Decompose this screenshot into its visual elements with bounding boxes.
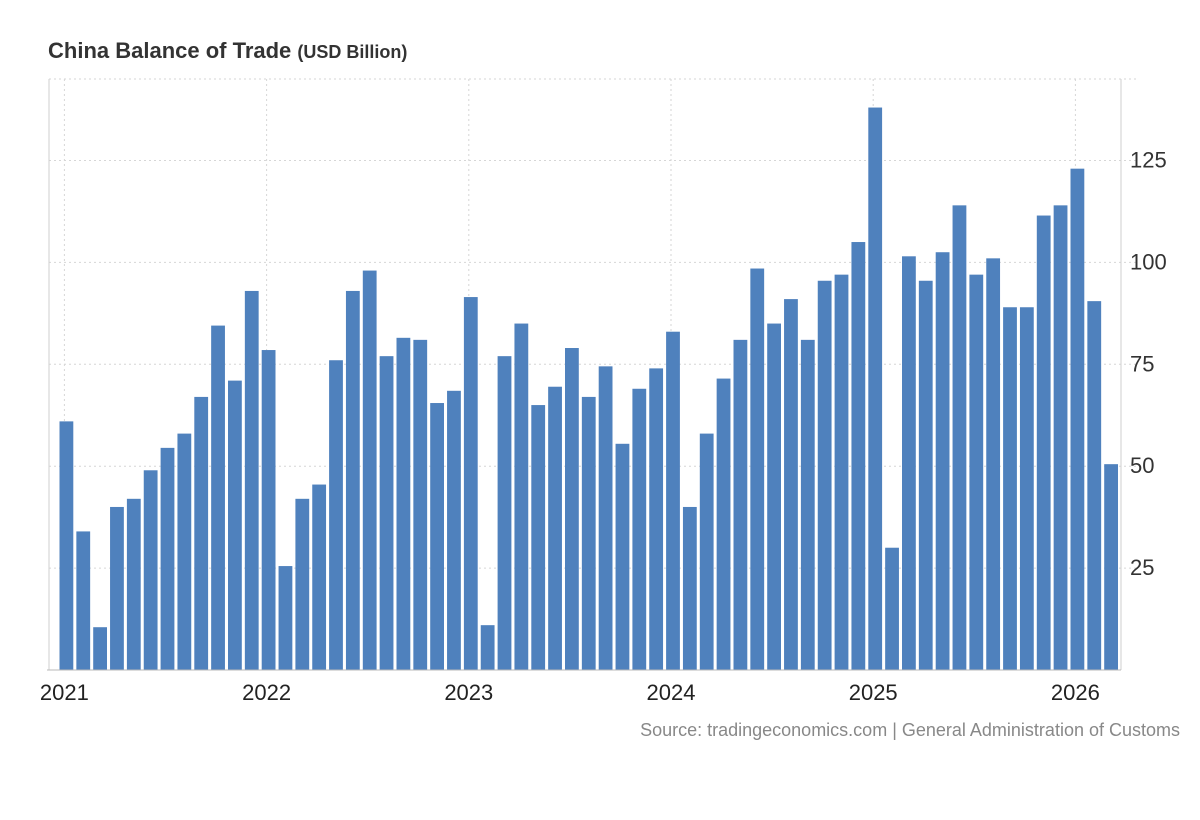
bar-2025-05[interactable] [935,252,950,671]
x-tick-label-2025: 2025 [849,680,898,705]
bar-2024-12[interactable] [851,242,866,670]
bar-2021-09[interactable] [194,396,209,670]
source-attribution: Source: tradingeconomics.com | General A… [640,720,1180,740]
y-tick-label: 25 [1130,555,1154,580]
y-tick-label: 100 [1130,249,1167,274]
bar-2025-02[interactable] [885,547,899,670]
bar-2023-06[interactable] [548,386,562,670]
chart-title: China Balance of Trade (USD Billion) [48,38,407,64]
bar-2025-08[interactable] [986,258,1001,670]
bar-2025-07[interactable] [969,274,984,670]
bar-2021-03[interactable] [93,627,107,670]
bar-2022-05[interactable] [329,360,343,670]
bar-2021-01[interactable] [59,421,74,670]
bar-2021-07[interactable] [160,447,175,670]
bar-2025-10[interactable] [1019,307,1034,670]
chart-title-text: China Balance of Trade [48,38,292,63]
bars [59,107,1118,671]
y-tick-label: 50 [1130,453,1154,478]
x-tick-label-2026: 2026 [1051,680,1100,705]
bar-2023-12[interactable] [649,368,664,670]
bar-2022-01[interactable] [261,350,276,670]
bar-2025-01[interactable] [868,107,883,671]
bar-2025-04[interactable] [918,280,933,670]
chart-unit: (USD Billion) [297,42,408,62]
bar-2022-06[interactable] [345,290,360,670]
bar-2022-10[interactable] [413,339,428,670]
bar-2025-06[interactable] [952,205,967,670]
bar-2021-10[interactable] [211,325,225,670]
bar-2023-11[interactable] [632,388,647,670]
bar-2024-09[interactable] [800,339,815,670]
bar-2023-09[interactable] [598,366,613,670]
bar-2024-11[interactable] [834,274,849,670]
x-tick-label-2024: 2024 [647,680,696,705]
bar-2023-07[interactable] [565,348,579,670]
bar-2024-05[interactable] [733,339,748,670]
bar-2022-12[interactable] [447,390,461,670]
bar-2021-06[interactable] [143,470,158,670]
bar-2022-03[interactable] [295,498,310,670]
bar-2023-08[interactable] [581,396,596,670]
bar-2023-10[interactable] [615,443,630,670]
bar-2026-02[interactable] [1087,301,1102,670]
x-tick-label-2022: 2022 [242,680,291,705]
bar-2022-08[interactable] [379,356,394,670]
tick-labels: 25 50 75 100 125 2021 2022 2023 2024 2025 2026 [40,148,1167,705]
bar-2022-07[interactable] [362,270,377,670]
axes [47,79,1122,671]
bar-2024-10[interactable] [817,280,832,670]
bar-2023-04[interactable] [514,323,529,670]
bar-2024-08[interactable] [784,299,798,670]
bar-2023-01[interactable] [463,297,478,670]
bar-2024-01[interactable] [666,331,680,670]
bar-2022-09[interactable] [396,337,411,670]
bar-2026-01[interactable] [1070,168,1085,671]
bar-2026-03[interactable] [1104,464,1118,670]
bar-2024-02[interactable] [682,506,697,670]
bar-2021-11[interactable] [228,380,242,670]
x-tick-label-2023: 2023 [444,680,493,705]
bar-2021-04[interactable] [110,506,124,670]
x-tick-label-2021: 2021 [40,680,89,705]
y-tick-label: 75 [1130,351,1154,376]
y-tick-label: 125 [1130,148,1167,173]
bar-2024-03[interactable] [699,433,714,670]
bar-2024-06[interactable] [750,268,765,670]
bar-2021-05[interactable] [126,498,141,670]
bar-2021-08[interactable] [177,433,192,670]
bar-2023-05[interactable] [531,405,546,670]
bar-2021-12[interactable] [244,290,259,670]
bar-2023-02[interactable] [480,625,495,670]
bar-2025-09[interactable] [1003,307,1017,670]
bar-2022-11[interactable] [430,403,444,670]
bar-2025-03[interactable] [902,256,916,670]
bar-2021-02[interactable] [76,531,91,670]
bar-2024-07[interactable] [767,323,781,670]
bar-2022-02[interactable] [278,566,293,670]
bar-2023-03[interactable] [497,356,512,670]
bar-2024-04[interactable] [716,378,731,670]
bar-2022-04[interactable] [312,484,327,670]
bar-2025-11[interactable] [1036,215,1051,670]
bar-2025-12[interactable] [1053,205,1068,670]
